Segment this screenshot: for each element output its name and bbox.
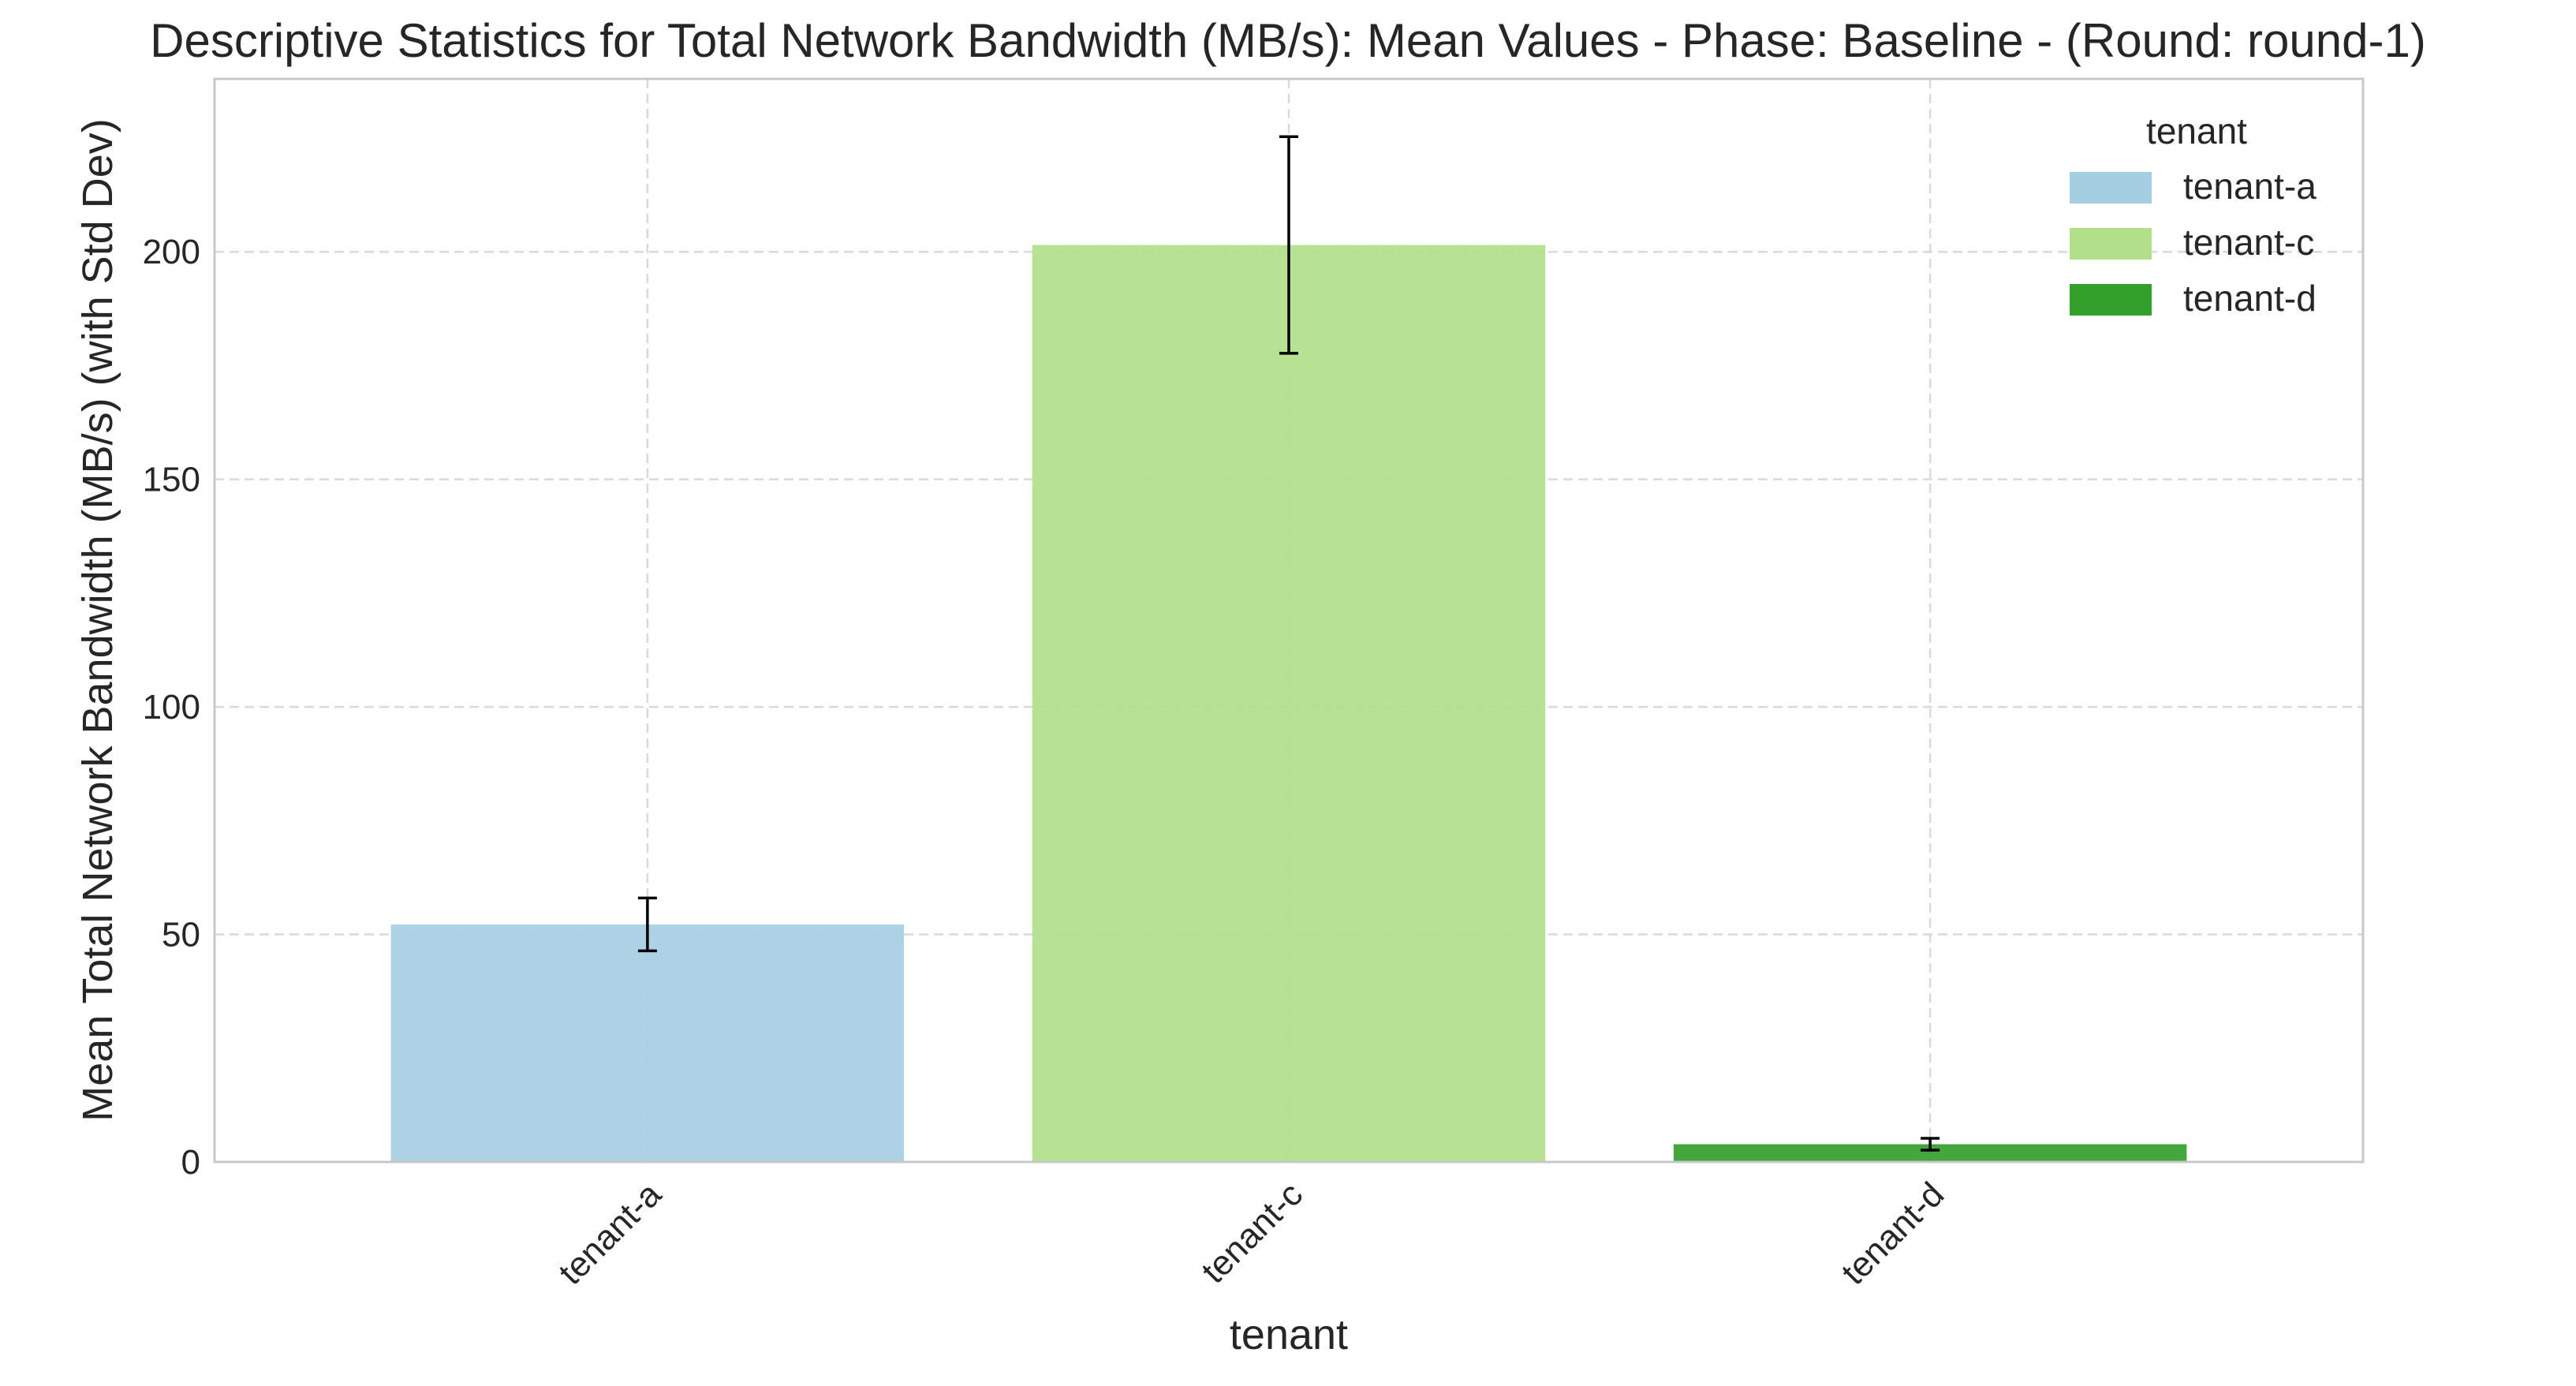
y-tick-label: 100 — [143, 688, 200, 727]
legend-label: tenant-c — [2183, 222, 2314, 263]
x-tick-label: tenant-a — [551, 1175, 669, 1292]
y-tick-label: 0 — [181, 1143, 200, 1182]
error-bars — [637, 135, 1940, 1152]
error-bar-tenant-c — [1279, 135, 1298, 355]
plot-frame — [213, 77, 2365, 1164]
error-bar-tenant-a — [637, 896, 657, 953]
legend-label: tenant-a — [2183, 166, 2317, 207]
bar-tenant-c — [1032, 245, 1546, 1162]
legend-label: tenant-d — [2183, 278, 2317, 319]
y-axis-ticks: 0 50 100 150 200 — [143, 233, 200, 1182]
legend: tenant tenant-a tenant-c tenant-d — [2070, 110, 2317, 319]
legend-swatch-tenant-d — [2070, 284, 2152, 316]
y-tick-label: 50 — [162, 916, 200, 955]
bar-tenant-a — [390, 924, 905, 1162]
x-tick-label: tenant-d — [1834, 1175, 1951, 1292]
legend-swatch-tenant-c — [2070, 228, 2152, 260]
x-axis-ticks: tenant-a tenant-c tenant-d — [551, 1175, 1951, 1292]
chart-title: Descriptive Statistics for Total Network… — [150, 14, 2426, 67]
bar-tenant-d — [1673, 1144, 2187, 1162]
y-tick-label: 150 — [143, 461, 200, 499]
x-tick-label: tenant-c — [1194, 1175, 1310, 1291]
error-bar-tenant-d — [1921, 1137, 1940, 1152]
legend-entries: tenant-a tenant-c tenant-d — [2070, 166, 2317, 319]
legend-swatch-tenant-a — [2070, 172, 2152, 204]
x-axis-label: tenant — [1230, 1311, 1348, 1358]
bars — [390, 245, 2187, 1162]
y-tick-label: 200 — [143, 233, 200, 271]
y-axis-label: Mean Total Network Bandwidth (MB/s) (wit… — [74, 118, 121, 1121]
legend-title: tenant — [2146, 110, 2247, 151]
